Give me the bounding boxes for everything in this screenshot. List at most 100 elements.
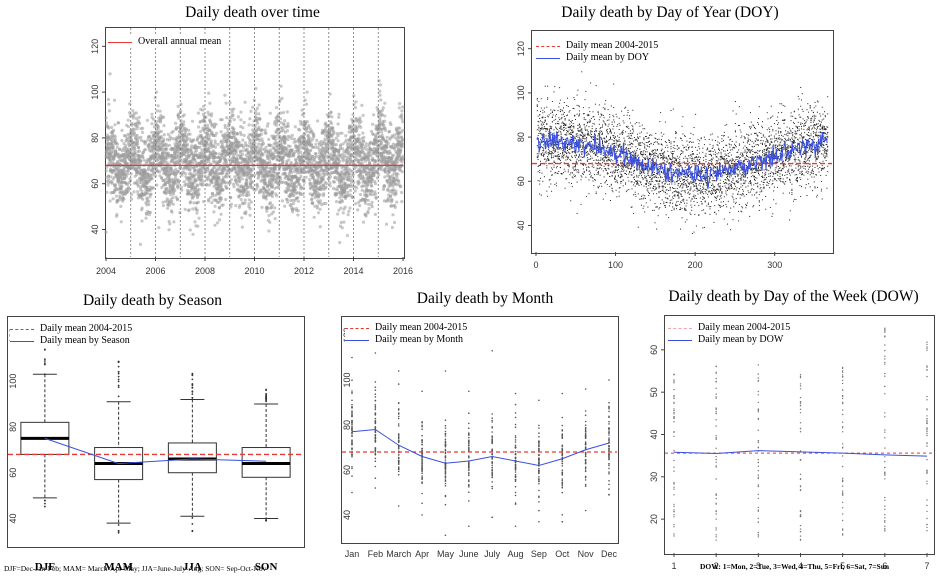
data-point bbox=[540, 123, 542, 125]
data-point bbox=[564, 187, 566, 189]
data-point bbox=[537, 171, 539, 173]
data-point bbox=[543, 150, 545, 152]
data-point bbox=[367, 158, 371, 162]
data-point bbox=[543, 153, 545, 155]
data-point bbox=[537, 156, 539, 158]
data-point bbox=[193, 220, 197, 224]
data-point bbox=[314, 145, 318, 150]
data-point bbox=[171, 192, 176, 196]
data-point bbox=[354, 202, 358, 206]
data-point bbox=[247, 123, 251, 127]
data-point bbox=[201, 108, 205, 112]
data-point bbox=[560, 132, 562, 134]
data-point bbox=[395, 200, 399, 204]
data-point bbox=[563, 129, 565, 131]
data-point bbox=[567, 114, 568, 116]
data-point bbox=[162, 133, 166, 137]
data-point bbox=[572, 130, 574, 132]
data-point bbox=[139, 181, 144, 185]
data-point bbox=[192, 138, 196, 142]
data-point bbox=[265, 166, 269, 170]
data-point bbox=[397, 180, 401, 184]
data-point bbox=[565, 156, 567, 158]
data-point bbox=[547, 116, 549, 118]
data-point bbox=[342, 177, 346, 181]
data-point bbox=[108, 72, 112, 76]
data-point bbox=[552, 157, 554, 158]
data-point bbox=[178, 141, 182, 145]
data-point bbox=[354, 165, 358, 169]
data-point bbox=[232, 107, 236, 111]
data-point bbox=[569, 153, 571, 155]
data-point bbox=[267, 229, 271, 233]
data-point bbox=[236, 183, 240, 187]
data-point bbox=[348, 188, 353, 192]
data-point bbox=[551, 157, 553, 159]
data-point bbox=[547, 132, 549, 134]
data-point bbox=[112, 98, 117, 102]
data-point bbox=[332, 130, 336, 134]
data-point bbox=[274, 130, 278, 134]
data-point bbox=[555, 155, 557, 157]
data-point bbox=[261, 142, 266, 146]
data-point bbox=[572, 166, 574, 168]
data-point bbox=[116, 121, 120, 125]
data-point bbox=[542, 152, 544, 154]
data-point bbox=[374, 159, 378, 163]
data-point bbox=[223, 168, 227, 172]
data-point bbox=[545, 130, 547, 132]
data-point bbox=[200, 178, 204, 182]
data-point bbox=[177, 116, 181, 120]
data-point bbox=[567, 158, 568, 160]
data-point bbox=[539, 117, 541, 119]
data-point bbox=[548, 152, 550, 154]
data-point bbox=[546, 159, 548, 161]
data-point bbox=[567, 164, 569, 166]
data-point bbox=[283, 141, 287, 145]
data-point bbox=[563, 168, 565, 170]
data-point bbox=[350, 143, 354, 147]
data-point bbox=[114, 149, 118, 153]
data-point bbox=[571, 186, 573, 188]
data-point bbox=[568, 152, 570, 154]
data-point bbox=[177, 181, 181, 185]
data-point bbox=[251, 105, 255, 109]
data-point bbox=[210, 191, 215, 195]
data-point bbox=[107, 102, 111, 106]
data-point bbox=[271, 190, 275, 194]
data-point bbox=[555, 123, 557, 125]
data-point bbox=[541, 128, 543, 129]
data-point bbox=[560, 125, 562, 127]
data-point bbox=[159, 135, 164, 139]
data-point bbox=[384, 222, 389, 226]
data-point bbox=[391, 173, 395, 177]
data-point bbox=[568, 182, 570, 184]
data-point bbox=[361, 113, 365, 117]
data-point bbox=[234, 151, 238, 155]
data-point bbox=[540, 128, 541, 129]
data-point bbox=[290, 137, 294, 141]
data-point bbox=[177, 133, 182, 137]
data-point bbox=[162, 115, 166, 119]
data-point bbox=[116, 152, 120, 156]
data-point bbox=[324, 121, 328, 125]
data-point bbox=[399, 148, 403, 152]
data-point bbox=[311, 201, 315, 206]
data-point bbox=[340, 199, 344, 204]
chart-over-time: Daily death over time 40 60 80 100 120 2004 20… bbox=[80, 0, 420, 290]
data-point bbox=[147, 142, 152, 146]
data-point bbox=[198, 145, 202, 149]
data-point bbox=[397, 135, 401, 140]
data-point bbox=[554, 148, 556, 150]
data-point bbox=[557, 110, 559, 112]
data-point bbox=[566, 153, 568, 155]
data-point bbox=[537, 135, 539, 136]
data-point bbox=[372, 173, 376, 177]
data-point bbox=[541, 134, 543, 136]
data-point bbox=[202, 104, 206, 108]
data-point bbox=[318, 199, 323, 203]
data-point bbox=[369, 154, 373, 158]
data-point bbox=[559, 99, 561, 101]
data-point bbox=[202, 129, 206, 133]
data-point bbox=[351, 113, 355, 117]
